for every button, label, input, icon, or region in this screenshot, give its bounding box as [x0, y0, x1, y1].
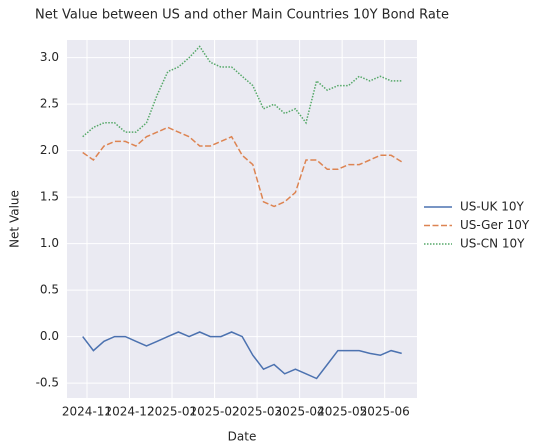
- legend-label: US-UK 10Y: [460, 200, 524, 214]
- x-axis-label: Date: [228, 430, 257, 444]
- x-tick-label: 2025-06: [360, 405, 410, 419]
- y-tick-label: 1.5: [40, 190, 59, 204]
- x-tick-label: 2025-04: [275, 405, 325, 419]
- plot-area: [67, 40, 417, 398]
- x-tick-label: 2025-05: [317, 405, 367, 419]
- y-tick-label: -0.5: [36, 376, 59, 390]
- y-tick-label: 0.5: [40, 283, 59, 297]
- x-tick-label: 2025-03: [232, 405, 282, 419]
- y-tick-label: 1.0: [40, 236, 59, 250]
- x-tick-label: 2025-01: [147, 405, 197, 419]
- y-tick-label: 2.5: [40, 97, 59, 111]
- y-tick-label: 3.0: [40, 50, 59, 64]
- line-series: [82, 126, 403, 208]
- y-axis-label: Net Value: [8, 190, 22, 248]
- line-series: [82, 45, 402, 138]
- line-series: [82, 331, 402, 380]
- x-tick-label: 2024-11: [62, 405, 112, 419]
- legend-label: US-CN 10Y: [460, 237, 525, 251]
- y-tick-label: 2.0: [40, 143, 59, 157]
- legend-label: US-Ger 10Y: [460, 218, 530, 232]
- y-tick-label: 0.0: [40, 329, 59, 343]
- x-tick-label: 2024-12: [104, 405, 154, 419]
- x-tick-label: 2025-02: [189, 405, 239, 419]
- chart-title: Net Value between US and other Main Coun…: [35, 8, 449, 23]
